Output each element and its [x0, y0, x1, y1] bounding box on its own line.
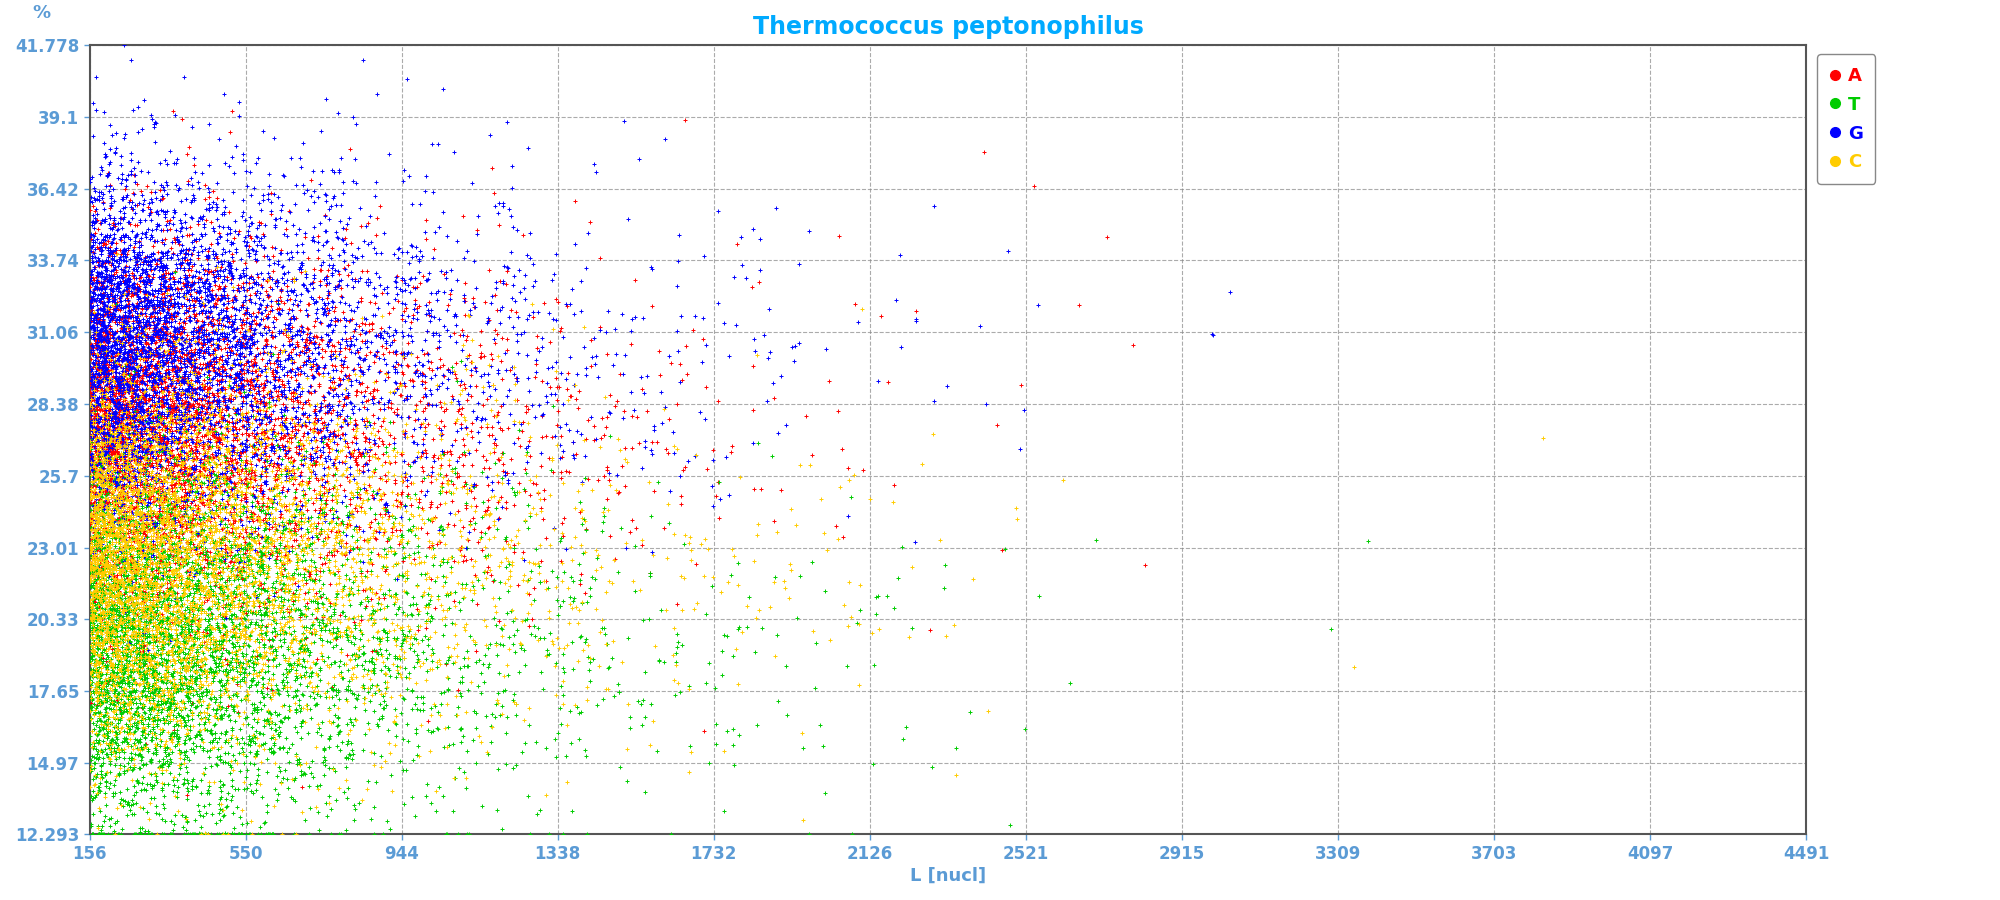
Legend: A, T, G, C: A, T, G, C	[1816, 54, 1876, 184]
Y-axis label: %: %	[32, 4, 50, 22]
X-axis label: L [nucl]: L [nucl]	[910, 867, 986, 885]
Title: Thermococcus peptonophilus: Thermococcus peptonophilus	[752, 15, 1144, 40]
